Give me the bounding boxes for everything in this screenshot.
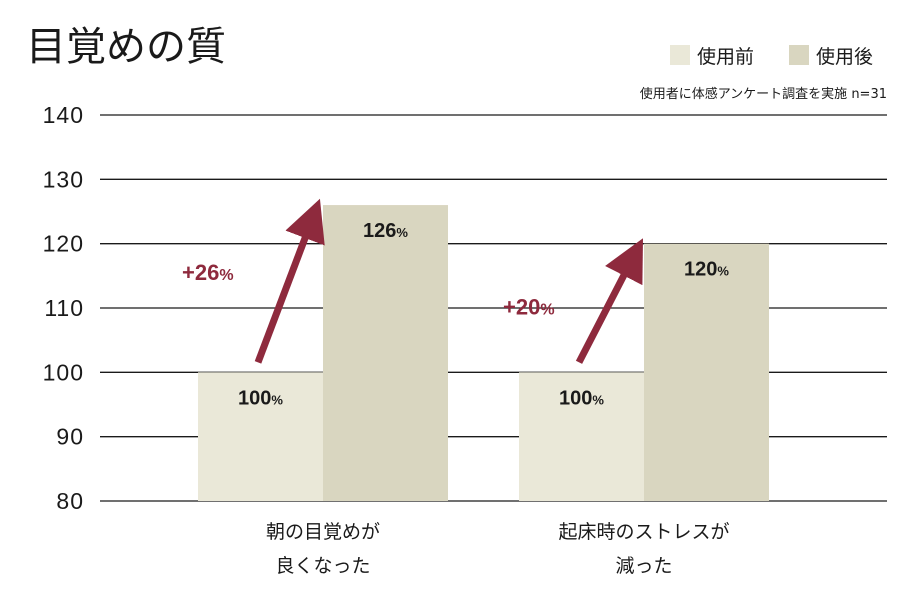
bar-1-1 xyxy=(198,372,323,501)
y-axis: 80 90 100 110 120 130 140 xyxy=(43,102,84,514)
legend-label-1: 使用前 xyxy=(697,46,754,68)
y-tick-label-110: 110 xyxy=(44,295,84,321)
bar-2-2 xyxy=(644,243,769,501)
bar-value-label: 120% xyxy=(684,259,729,281)
increase-arrow xyxy=(575,238,643,364)
y-tick-label-80: 80 xyxy=(56,488,84,514)
bar-value-label: 100% xyxy=(238,387,283,409)
legend-swatch-2 xyxy=(789,45,809,65)
y-tick-label-100: 100 xyxy=(43,359,84,385)
y-tick-label-120: 120 xyxy=(43,231,84,257)
increase-label: +26% xyxy=(182,260,234,285)
category-label: 良くなった xyxy=(275,555,370,577)
category-label: 減った xyxy=(615,555,672,577)
legend-label-2: 使用後 xyxy=(816,46,873,68)
bar-1-2 xyxy=(519,372,644,501)
y-tick-label-130: 130 xyxy=(43,166,84,192)
y-tick-label-90: 90 xyxy=(56,424,84,450)
legend-swatch-1 xyxy=(670,45,690,65)
increase-label: +20% xyxy=(503,295,555,320)
category-label: 朝の目覚めが xyxy=(266,521,380,543)
chart-title: 目覚めの質 xyxy=(26,24,226,70)
increase-arrow xyxy=(254,198,325,364)
bar-2-1 xyxy=(323,205,448,502)
survey-note: 使用者に体感アンケート調査を実施 n=31 xyxy=(640,86,887,102)
category-label: 起床時のストレスが xyxy=(558,521,729,543)
y-tick-label-140: 140 xyxy=(43,102,84,128)
bar-value-label: 126% xyxy=(363,220,408,242)
bars: 100% 100% 126% 120% xyxy=(198,205,769,502)
increase-arrows: +26% +20% xyxy=(182,198,643,364)
bar-value-label: 100% xyxy=(559,387,604,409)
legend: 使用前 使用後 xyxy=(670,45,873,68)
